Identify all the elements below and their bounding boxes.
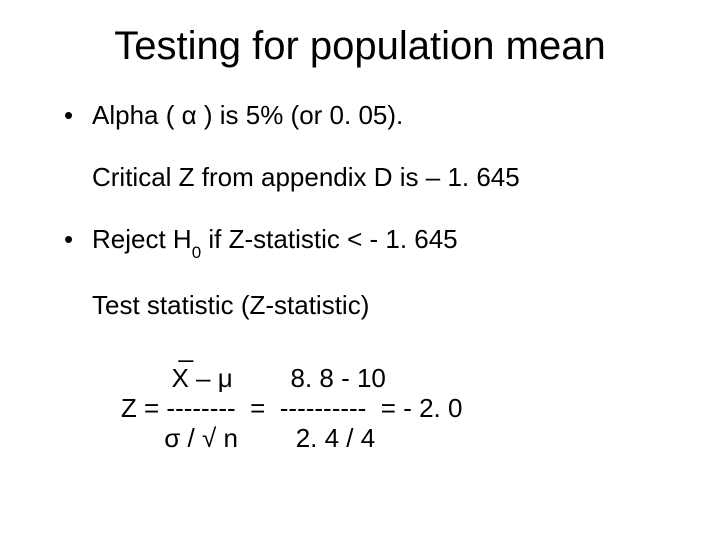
bullet-dot: • <box>64 101 92 131</box>
formula-line-1: _ <box>92 334 680 364</box>
slide-body: • Alpha ( α ) is 5% (or 0. 05). Critical… <box>40 101 680 454</box>
reject-post: if Z-statistic < - 1. 645 <box>201 224 457 254</box>
formula-line-4: σ / √ n 2. 4 / 4 <box>92 424 680 454</box>
slide-title: Testing for population mean <box>40 24 680 69</box>
formula-line-3: Z = -------- = ---------- = - 2. 0 <box>92 394 680 424</box>
spacer <box>64 265 680 291</box>
alpha-text: Alpha ( α ) is 5% (or 0. 05). <box>92 101 403 131</box>
bullet-alpha: • Alpha ( α ) is 5% (or 0. 05). <box>64 101 680 131</box>
reject-sub: 0 <box>192 243 201 262</box>
reject-pre: Reject H <box>92 224 192 254</box>
critical-z-line: Critical Z from appendix D is – 1. 645 <box>64 163 680 193</box>
test-stat-label: Test statistic (Z-statistic) <box>64 291 680 321</box>
spacer <box>64 137 680 163</box>
formula-line-2: X – μ 8. 8 - 10 <box>92 364 680 394</box>
bullet-reject: • Reject H0 if Z-statistic < - 1. 645 <box>64 225 680 259</box>
slide: Testing for population mean • Alpha ( α … <box>0 0 720 540</box>
reject-text: Reject H0 if Z-statistic < - 1. 645 <box>92 225 458 259</box>
z-formula: _ X – μ 8. 8 - 10 Z = -------- = -------… <box>64 334 680 454</box>
spacer <box>64 199 680 225</box>
bullet-dot: • <box>64 225 92 259</box>
